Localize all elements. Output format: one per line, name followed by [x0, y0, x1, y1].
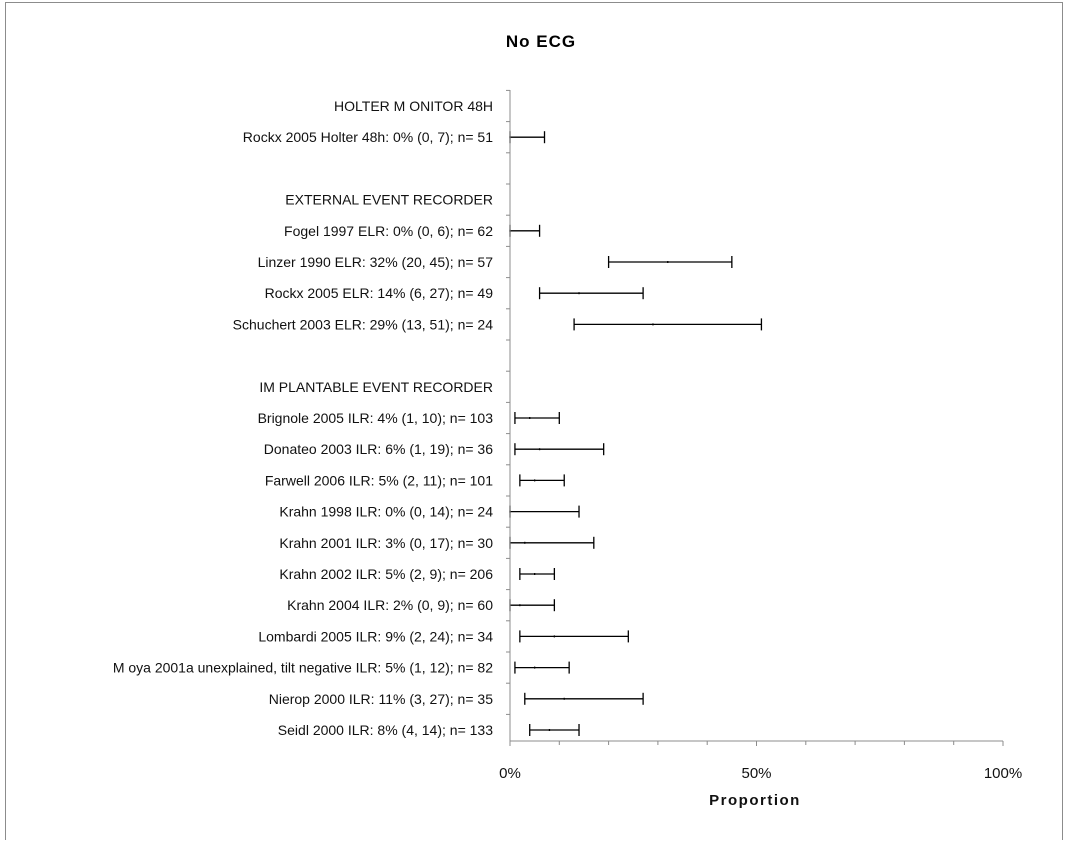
study-label: Krahn 2002 ILR: 5% (2, 9); n= 206	[279, 566, 493, 582]
study-label: Rockx 2005 ELR: 14% (6, 27); n= 49	[265, 285, 494, 301]
group-header-label: IM PLANTABLE EVENT RECORDER	[259, 379, 493, 395]
x-tick-label: 100%	[984, 765, 1022, 782]
study-label: Linzer 1990 ELR: 32% (20, 45); n= 57	[258, 254, 494, 270]
study-row: Linzer 1990 ELR: 32% (20, 45); n= 57	[258, 254, 733, 270]
study-label: Nierop 2000 ILR: 11% (3, 27); n= 35	[269, 691, 493, 707]
study-label: Rockx 2005 Holter 48h: 0% (0, 7); n= 51	[243, 129, 493, 145]
study-row: Krahn 2004 ILR: 2% (0, 9); n= 60	[287, 597, 556, 613]
study-label: Krahn 1998 ILR: 0% (0, 14); n= 24	[279, 504, 493, 520]
x-tick-label: 50%	[741, 765, 771, 782]
study-row: Farwell 2006 ILR: 5% (2, 11); n= 101	[265, 472, 565, 488]
x-axis-title: Proportion	[709, 792, 801, 809]
study-row: Krahn 2001 ILR: 3% (0, 17); n= 30	[279, 535, 595, 551]
group-header-row: IM PLANTABLE EVENT RECORDER	[259, 379, 511, 395]
study-row: Brignole 2005 ILR: 4% (1, 10); n= 103	[258, 410, 560, 426]
rows-layer: HOLTER M ONITOR 48H Rockx 2005 Holter 48h…	[113, 98, 763, 738]
group-header-label: HOLTER M ONITOR 48H	[334, 98, 493, 114]
study-row: Fogel 1997 ELR: 0% (0, 6); n= 62	[284, 223, 541, 239]
study-label: Krahn 2001 ILR: 3% (0, 17); n= 30	[279, 535, 493, 551]
chart-title: No ECG	[506, 32, 576, 51]
group-header-row: HOLTER M ONITOR 48H	[334, 98, 511, 114]
study-label: Seidl 2000 ILR: 8% (4, 14); n= 133	[278, 722, 493, 738]
study-row: Schuchert 2003 ELR: 29% (13, 51); n= 24	[233, 316, 763, 332]
study-label: Schuchert 2003 ELR: 29% (13, 51); n= 24	[233, 316, 494, 332]
study-label: Donateo 2003 ILR: 6% (1, 19); n= 36	[264, 441, 493, 457]
study-label: Lombardi 2005 ILR: 9% (2, 24); n= 34	[258, 628, 493, 644]
study-label: Fogel 1997 ELR: 0% (0, 6); n= 62	[284, 223, 493, 239]
chart-frame	[5, 2, 1063, 840]
x-axis: 0% 50% 100%	[499, 89, 1022, 782]
study-row: Nierop 2000 ILR: 11% (3, 27); n= 35	[269, 691, 644, 707]
study-row: Rockx 2005 Holter 48h: 0% (0, 7); n= 51	[243, 129, 546, 145]
study-row: Krahn 1998 ILR: 0% (0, 14); n= 24	[279, 504, 580, 520]
study-row: Donateo 2003 ILR: 6% (1, 19); n= 36	[264, 441, 605, 457]
study-label: M oya 2001a unexplained, tilt negative I…	[113, 660, 493, 676]
group-header-label: EXTERNAL EVENT RECORDER	[285, 192, 493, 208]
study-label: Krahn 2004 ILR: 2% (0, 9); n= 60	[287, 597, 493, 613]
study-label: Brignole 2005 ILR: 4% (1, 10); n= 103	[258, 410, 494, 426]
study-row: Seidl 2000 ILR: 8% (4, 14); n= 133	[278, 722, 580, 738]
study-row: Krahn 2002 ILR: 5% (2, 9); n= 206	[279, 566, 556, 582]
group-header-row: EXTERNAL EVENT RECORDER	[285, 192, 511, 208]
x-tick-label: 0%	[499, 765, 521, 782]
study-label: Farwell 2006 ILR: 5% (2, 11); n= 101	[265, 472, 493, 488]
study-row: Lombardi 2005 ILR: 9% (2, 24); n= 34	[258, 628, 629, 644]
study-row: Rockx 2005 ELR: 14% (6, 27); n= 49	[265, 285, 644, 301]
study-row: M oya 2001a unexplained, tilt negative I…	[113, 660, 570, 676]
